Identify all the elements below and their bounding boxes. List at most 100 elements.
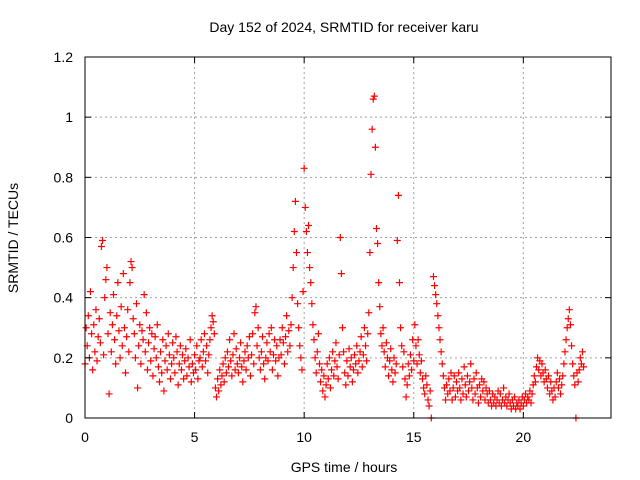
- data-point: [143, 366, 151, 374]
- data-point: [188, 360, 196, 368]
- data-point: [388, 366, 396, 374]
- data-point: [316, 360, 324, 368]
- data-point: [565, 306, 573, 314]
- data-point: [287, 321, 295, 329]
- data-point: [279, 339, 287, 347]
- data-point: [154, 363, 162, 371]
- data-point: [455, 369, 463, 377]
- data-point: [429, 273, 437, 281]
- data-point: [276, 336, 284, 344]
- data-point: [169, 339, 177, 347]
- data-point: [289, 264, 297, 272]
- data-point: [123, 333, 131, 341]
- data-point: [380, 348, 388, 356]
- data-point: [120, 324, 128, 332]
- data-point: [575, 366, 583, 374]
- data-point: [222, 369, 230, 377]
- data-point: [562, 336, 570, 344]
- data-point: [560, 360, 568, 368]
- data-point: [369, 95, 377, 103]
- data-point: [461, 381, 469, 389]
- data-point: [368, 125, 376, 133]
- data-point: [397, 324, 405, 332]
- data-point: [200, 330, 208, 338]
- data-point: [463, 372, 471, 380]
- data-point: [415, 351, 423, 359]
- data-point: [472, 369, 480, 377]
- data-point: [450, 372, 458, 380]
- data-point: [267, 324, 275, 332]
- data-point: [160, 387, 168, 395]
- data-point: [84, 312, 92, 320]
- data-point: [133, 300, 141, 308]
- data-point: [164, 330, 172, 338]
- data-point: [253, 342, 261, 350]
- data-point: [320, 372, 328, 380]
- data-point: [396, 279, 404, 287]
- data-point: [232, 345, 240, 353]
- data-point: [422, 372, 430, 380]
- data-point: [414, 336, 422, 344]
- data-point: [219, 360, 227, 368]
- data-point: [300, 164, 308, 172]
- data-point: [413, 360, 421, 368]
- data-point: [486, 396, 494, 404]
- x-tick-label: 0: [81, 429, 89, 445]
- data-point: [135, 342, 143, 350]
- data-point: [238, 363, 246, 371]
- data-point: [128, 264, 136, 272]
- data-point: [423, 381, 431, 389]
- data-point: [433, 300, 441, 308]
- data-point: [392, 360, 400, 368]
- data-point: [186, 336, 194, 344]
- data-point: [221, 354, 229, 362]
- data-point: [297, 354, 305, 362]
- data-point: [399, 363, 407, 371]
- data-point: [172, 333, 180, 341]
- data-point: [394, 191, 402, 199]
- data-point: [348, 378, 356, 386]
- data-point: [286, 342, 294, 350]
- data-point: [294, 300, 302, 308]
- data-point: [568, 342, 576, 350]
- data-point: [485, 387, 493, 395]
- data-point: [159, 336, 167, 344]
- data-point: [347, 354, 355, 362]
- data-point: [146, 324, 154, 332]
- data-point: [158, 369, 166, 377]
- data-point: [480, 378, 488, 386]
- data-point: [153, 321, 161, 329]
- data-point: [362, 342, 370, 350]
- data-point: [524, 393, 532, 401]
- data-point: [404, 360, 412, 368]
- data-point: [263, 339, 271, 347]
- y-tick-label: 0.2: [54, 350, 74, 366]
- data-point: [456, 384, 464, 392]
- data-point: [462, 393, 470, 401]
- data-point: [398, 342, 406, 350]
- data-point: [323, 360, 331, 368]
- data-point: [519, 402, 527, 410]
- data-point: [191, 351, 199, 359]
- data-point: [342, 381, 350, 389]
- data-point: [467, 360, 475, 368]
- data-point: [340, 348, 348, 356]
- data-point: [379, 324, 387, 332]
- data-point: [337, 270, 345, 278]
- data-point: [366, 249, 374, 257]
- data-point: [355, 357, 363, 365]
- data-point: [313, 348, 321, 356]
- data-point: [207, 324, 215, 332]
- data-point: [291, 197, 299, 205]
- data-point: [421, 390, 429, 398]
- data-point: [335, 351, 343, 359]
- data-point: [217, 381, 225, 389]
- data-point: [531, 378, 539, 386]
- data-point: [147, 357, 155, 365]
- data-point: [535, 366, 543, 374]
- data-point: [214, 375, 222, 383]
- data-point: [391, 369, 399, 377]
- data-point: [99, 237, 107, 245]
- data-point: [283, 312, 291, 320]
